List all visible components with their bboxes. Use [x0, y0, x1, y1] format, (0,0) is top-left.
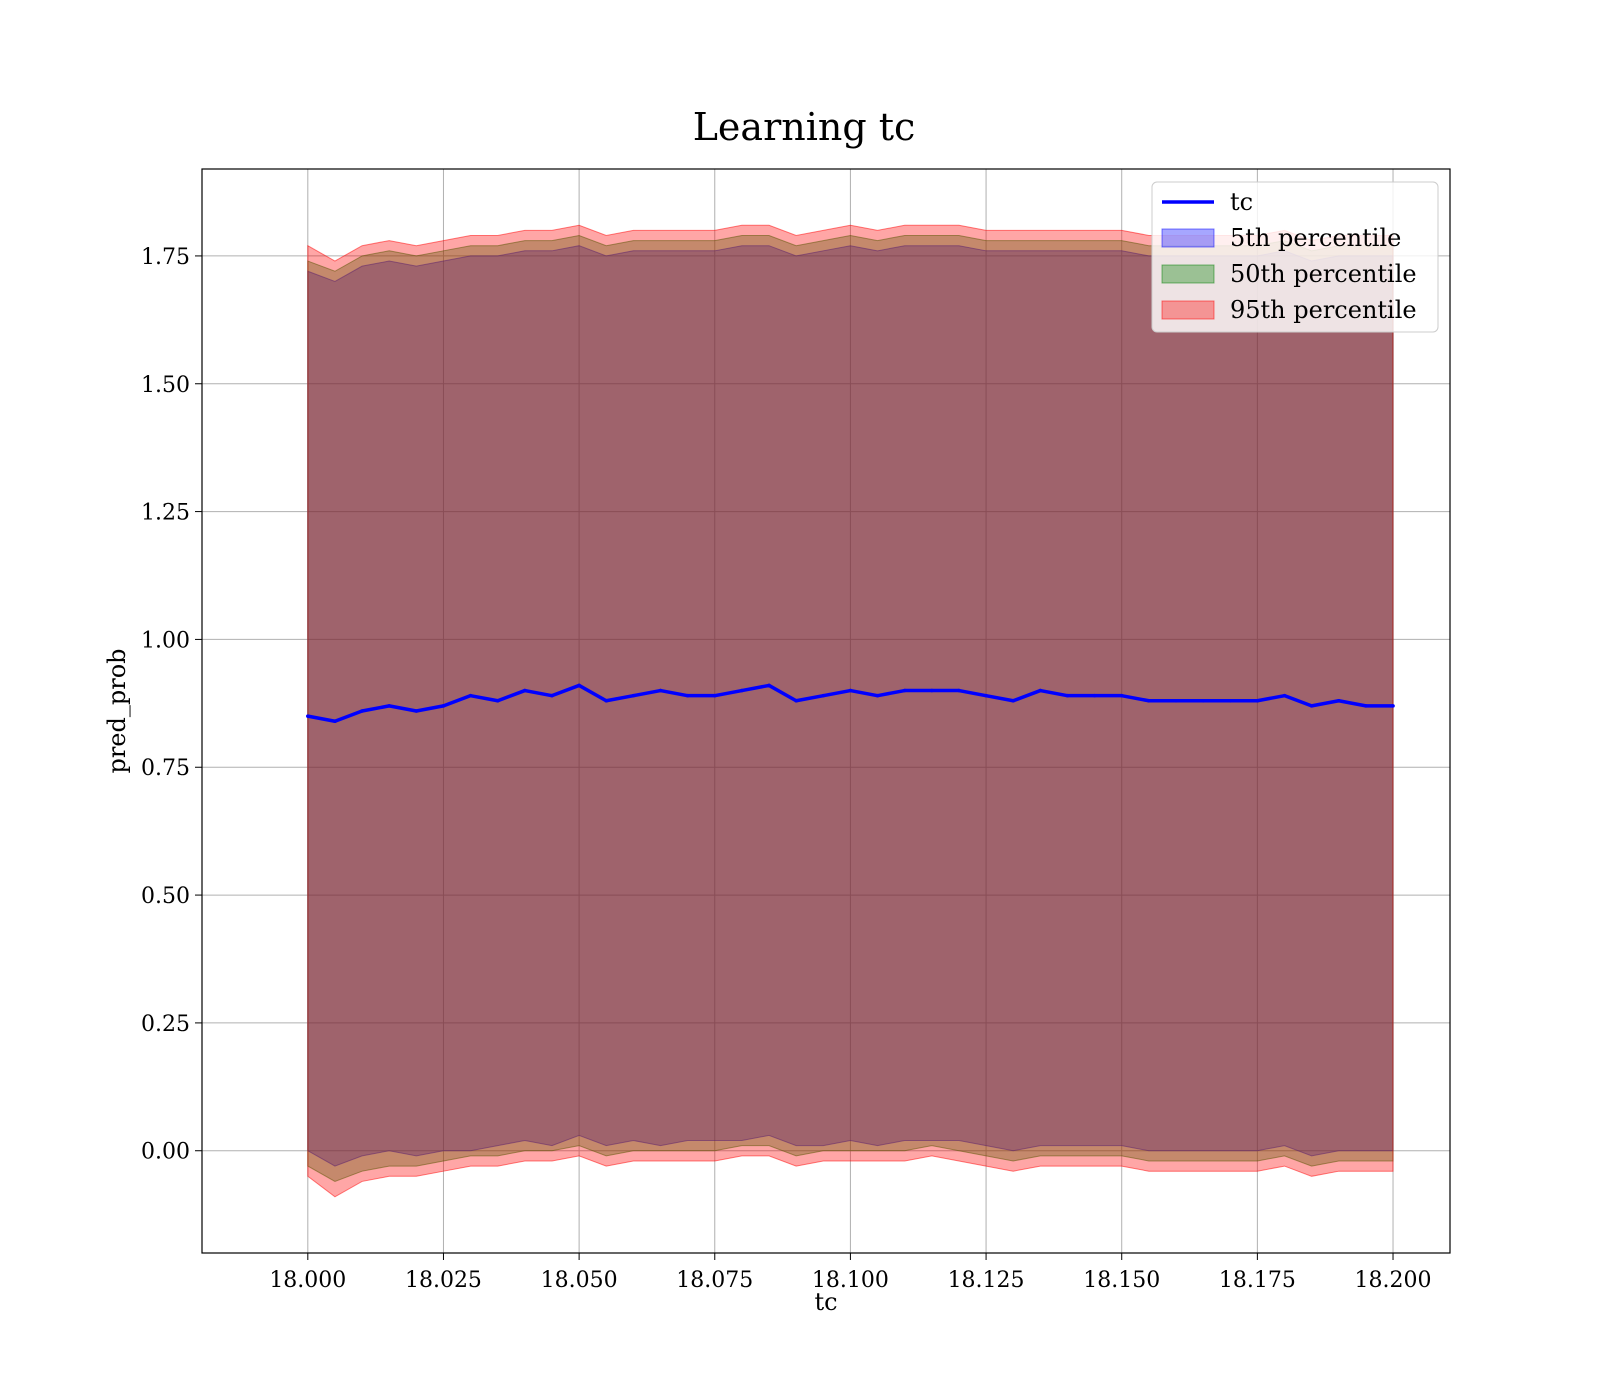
data-point — [957, 688, 961, 693]
x-tick-label: 18.100 — [812, 1268, 889, 1293]
data-point — [468, 693, 473, 698]
data-point — [1201, 698, 1205, 703]
data-point — [1038, 688, 1043, 693]
y-tick-label: 0.00 — [141, 1140, 190, 1165]
data-point — [712, 693, 717, 698]
data-point — [1282, 693, 1287, 698]
legend-swatch-fill — [1161, 300, 1215, 320]
x-axis: 18.000 18.025 18.050 18.075 18.100 18.125 18.1… — [269, 1253, 1432, 1293]
data-point — [306, 714, 310, 718]
y-tick-label: 1.75 — [141, 245, 190, 270]
grid — [202, 169, 1450, 1253]
data-point — [1364, 704, 1368, 708]
y-axis-label: pred_prob — [103, 648, 131, 773]
data-point — [930, 688, 934, 693]
data-point — [848, 688, 853, 693]
data-point — [333, 719, 337, 724]
y-tick-label: 0.75 — [141, 756, 190, 781]
y-tick-label: 1.00 — [141, 628, 190, 653]
legend-swatch-fill — [1161, 264, 1215, 284]
x-tick-label: 18.125 — [948, 1268, 1025, 1293]
data-point — [1011, 698, 1015, 703]
data-point — [1092, 693, 1097, 698]
data-point — [577, 683, 581, 688]
percentile-bands — [307, 224, 1394, 1198]
data-point — [1147, 698, 1151, 703]
data-point — [495, 698, 500, 703]
data-point — [1228, 698, 1233, 703]
data-point — [441, 704, 446, 708]
data-point — [658, 688, 663, 693]
x-tick-label: 18.200 — [1355, 1268, 1432, 1293]
data-point — [523, 688, 527, 693]
x-tick-label: 18.000 — [269, 1268, 346, 1293]
data-point — [604, 698, 609, 703]
data-point — [387, 704, 392, 708]
data-point — [1309, 704, 1314, 708]
x-tick-label: 18.025 — [405, 1268, 482, 1293]
data-point — [1336, 698, 1341, 703]
data-point — [1119, 693, 1124, 698]
data-point — [1065, 693, 1070, 698]
series-lines — [306, 683, 1395, 724]
plot-frame — [201, 168, 1451, 1254]
data-point — [685, 693, 690, 698]
data-point — [1391, 704, 1395, 708]
legend-box — [1151, 181, 1439, 333]
data-point — [902, 688, 907, 693]
y-tick-label: 0.25 — [141, 1012, 190, 1037]
data-point — [1174, 698, 1178, 703]
data-point — [550, 693, 554, 698]
y-tick-label: 0.50 — [141, 884, 190, 909]
legend-label: 50th percentile — [1230, 260, 1417, 288]
x-tick-label: 18.150 — [1083, 1268, 1160, 1293]
x-axis-label: tc — [814, 1288, 837, 1316]
y-tick-label: 1.25 — [141, 501, 190, 526]
legend-label: tc — [1230, 188, 1253, 216]
data-point — [767, 683, 771, 688]
data-point — [1255, 698, 1260, 703]
legend-label: 95th percentile — [1230, 296, 1417, 324]
data-point — [740, 688, 744, 693]
data-point — [821, 693, 826, 698]
band-95th-percentile — [307, 224, 1394, 1198]
legend: tc 5th percentile 50th percentile 95th perc… — [1151, 181, 1439, 333]
data-point — [360, 709, 364, 713]
y-axis: 0.00 0.25 0.50 0.75 1.00 1.25 1.50 1.75 — [141, 245, 202, 1165]
data-point — [414, 709, 419, 713]
legend-label: 5th percentile — [1230, 224, 1401, 252]
legend-swatch-fill — [1161, 228, 1215, 248]
chart-title: Learning tc — [693, 105, 916, 149]
data-point — [984, 693, 988, 698]
data-point — [875, 693, 880, 698]
x-tick-label: 18.050 — [541, 1268, 618, 1293]
y-tick-label: 1.50 — [141, 373, 190, 398]
data-point — [794, 698, 798, 703]
data-point — [631, 693, 636, 698]
x-tick-label: 18.075 — [676, 1268, 753, 1293]
x-tick-label: 18.175 — [1219, 1268, 1296, 1293]
